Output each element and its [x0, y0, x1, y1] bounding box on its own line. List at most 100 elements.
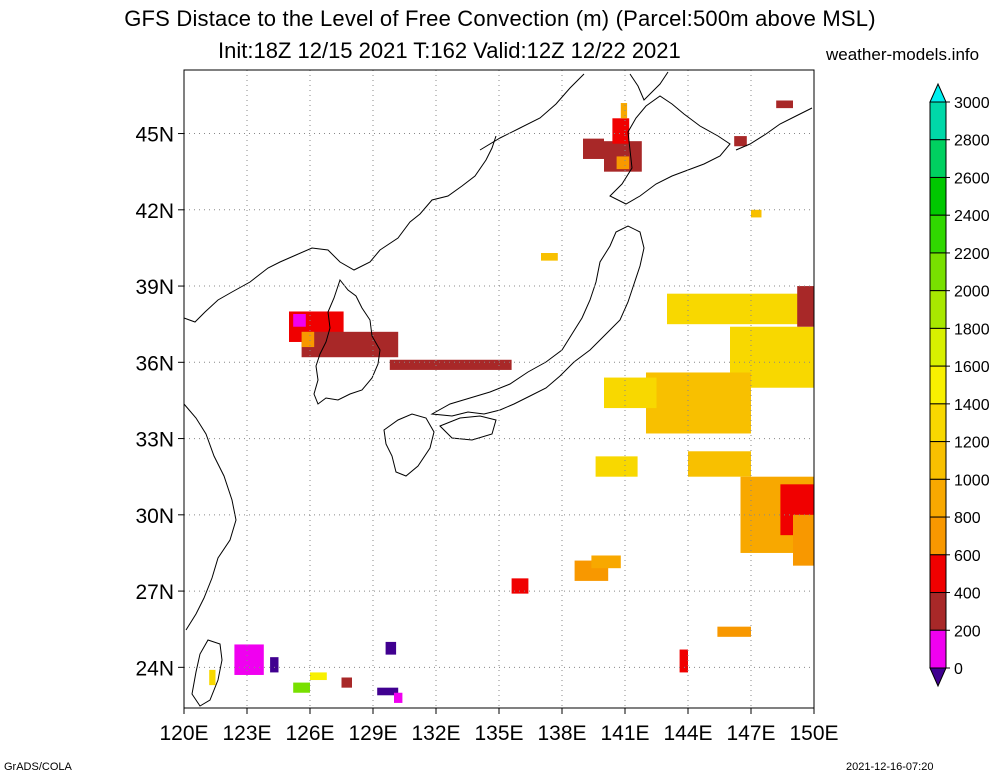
legend-swatch — [929, 629, 947, 669]
lat-tick-label: 45N — [135, 124, 174, 147]
field-cell — [793, 514, 814, 566]
lon-tick-label: 120E — [159, 722, 208, 745]
legend-swatch — [929, 592, 947, 631]
legend-label: 2800 — [954, 133, 990, 150]
field-cell — [377, 687, 399, 696]
lon-tick-label: 132E — [411, 722, 460, 745]
coastline-sakhalin — [629, 71, 669, 101]
field-cell — [595, 456, 638, 477]
legend-swatch — [929, 139, 947, 178]
coastline-taiwan — [191, 639, 223, 707]
legend-swatch — [929, 478, 947, 518]
lon-tick-label: 144E — [663, 722, 712, 745]
lat-tick-label: 33N — [135, 429, 174, 452]
coastline-layer — [183, 71, 813, 707]
field-cell — [679, 649, 688, 673]
legend-swatch — [929, 327, 947, 367]
legend-swatch — [929, 214, 947, 254]
legend-label: 600 — [954, 548, 981, 565]
axis-labels-layer: 45N 42N 39N 36N 33N 30N 27N 24N 120E 123E 126E 129E… — [135, 124, 838, 745]
field-cell — [646, 372, 751, 434]
legend-label: 1800 — [954, 321, 990, 338]
field-cell — [341, 677, 352, 688]
lon-tick-label: 150E — [789, 722, 838, 745]
field-cell — [591, 555, 621, 569]
map-subtitle: Init:18Z 12/15 2021 T:162 Valid:12Z 12/2… — [218, 38, 681, 63]
legend-label: 1600 — [954, 359, 990, 376]
field-cell — [270, 657, 279, 673]
legend-swatch — [929, 176, 947, 216]
field-cell — [734, 136, 747, 147]
legend-label: 400 — [954, 586, 981, 603]
lat-tick-label: 30N — [135, 505, 174, 528]
field-cell — [301, 331, 399, 358]
field-cell — [293, 314, 306, 327]
field-cell — [301, 331, 315, 348]
legend-swatch — [929, 516, 947, 556]
legend-swatch — [929, 403, 947, 443]
coastline-kyushu — [383, 413, 435, 477]
legend-swatch — [929, 441, 947, 480]
legend-label: 200 — [954, 623, 981, 640]
legend-label: 2600 — [954, 170, 990, 187]
graticule-layer — [183, 70, 815, 708]
field-cell — [389, 359, 512, 370]
color-legend: 3000280026002400220020001800160014001200… — [929, 82, 990, 688]
legend-swatch — [929, 554, 947, 594]
field-cell — [234, 644, 264, 675]
coastline-china-east — [183, 403, 237, 631]
legend-label: 2400 — [954, 208, 990, 225]
field-cell — [620, 103, 628, 119]
lat-tick-label: 39N — [135, 276, 174, 299]
field-cell — [209, 669, 216, 686]
coastline-hokkaido — [609, 95, 731, 205]
legend-swatch — [929, 101, 947, 141]
legend-swatch — [929, 365, 947, 405]
lat-tick-label: 42N — [135, 200, 174, 223]
legend-label: 0 — [954, 661, 963, 678]
site-credit: weather-models.info — [826, 45, 980, 64]
coastline-kuril — [735, 107, 813, 151]
legend-arrow-top — [929, 82, 947, 103]
legend-label: 2000 — [954, 284, 990, 301]
field-cell — [612, 118, 630, 144]
lon-tick-label: 135E — [474, 722, 523, 745]
field-cell — [583, 138, 604, 159]
field-cell — [688, 451, 751, 477]
lon-tick-label: 147E — [726, 722, 775, 745]
field-cell — [667, 293, 814, 325]
map-title: GFS Distace to the Level of Free Convect… — [124, 6, 876, 31]
field-cell — [751, 209, 762, 218]
lon-tick-label: 141E — [600, 722, 649, 745]
legend-label: 1000 — [954, 472, 990, 489]
field-cell — [310, 672, 327, 681]
lat-tick-label: 27N — [135, 581, 174, 604]
footer-timestamp: 2021-12-16-07:20 — [846, 761, 934, 773]
legend-arrow-bottom — [929, 667, 947, 688]
field-cell — [385, 641, 397, 655]
legend-swatch — [929, 252, 947, 292]
legend-label: 2200 — [954, 246, 990, 263]
legend-label: 1400 — [954, 397, 990, 414]
field-cell — [511, 578, 529, 594]
field-cell — [604, 377, 657, 409]
coastline-shikoku — [439, 415, 497, 441]
field-cell — [797, 286, 814, 327]
lon-tick-label: 129E — [348, 722, 397, 745]
field-cell — [394, 692, 403, 703]
lat-tick-label: 36N — [135, 352, 174, 375]
lon-tick-label: 138E — [537, 722, 586, 745]
coastline-honshu — [430, 225, 645, 417]
field-cell — [776, 100, 793, 109]
lat-tick-label: 24N — [135, 657, 174, 680]
legend-label: 800 — [954, 510, 981, 527]
coastline-korea-peninsula — [313, 278, 381, 405]
field-cell — [541, 253, 558, 261]
lon-tick-label: 123E — [222, 722, 271, 745]
footer-software-credit: GrADS/COLA — [4, 761, 72, 773]
legend-label: 1200 — [954, 435, 990, 452]
field-cell — [616, 156, 630, 170]
coastline-china-korea — [183, 135, 497, 323]
coastline-primorye — [479, 73, 585, 151]
